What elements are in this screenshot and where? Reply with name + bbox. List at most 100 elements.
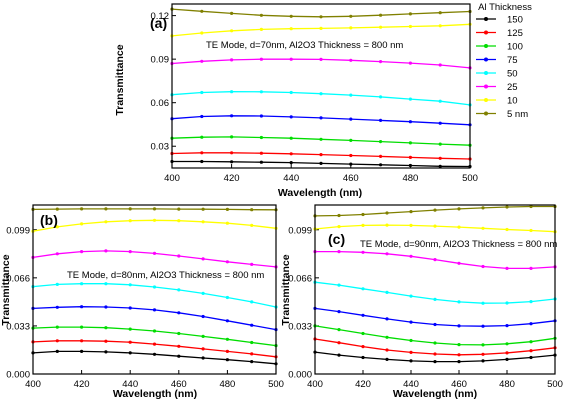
data-point <box>319 92 323 96</box>
data-point <box>505 266 509 270</box>
data-point <box>104 207 108 211</box>
x-tick-label: 460 <box>343 173 359 184</box>
y-tick-label: 0.09 <box>151 55 170 66</box>
data-point <box>55 225 59 229</box>
data-point <box>433 297 437 301</box>
x-tick-label: 460 <box>171 379 187 390</box>
data-point <box>361 331 365 336</box>
data-point <box>433 258 437 262</box>
data-point <box>505 342 509 346</box>
data-point <box>337 341 341 345</box>
data-point <box>177 354 181 358</box>
data-point <box>408 24 412 29</box>
data-point <box>438 11 442 15</box>
data-point <box>201 257 205 261</box>
x-tick-label: 500 <box>547 379 563 390</box>
data-point <box>201 356 205 360</box>
data-point <box>230 151 234 155</box>
data-point <box>481 301 485 305</box>
legend-marker <box>484 71 488 75</box>
data-point <box>177 219 181 223</box>
panel-b: 400 420 440 460 480 500 0.000 0.033 0.066 0.099 (… <box>0 204 284 400</box>
data-point <box>481 324 485 328</box>
data-point <box>361 223 365 227</box>
data-point <box>337 353 341 357</box>
legend-marker <box>484 17 488 21</box>
data-point <box>529 322 533 326</box>
panel-c: 400 420 440 460 480 500 0.000 0.033 0.066 0.099 (… <box>280 204 563 400</box>
y-tick-label: 0.06 <box>151 98 170 109</box>
data-point <box>200 159 204 164</box>
data-point <box>433 352 437 356</box>
data-point <box>505 357 509 361</box>
data-point <box>379 118 383 122</box>
data-point <box>319 15 323 19</box>
data-point <box>385 317 389 321</box>
data-point <box>200 90 204 95</box>
data-point <box>230 58 234 62</box>
data-point <box>259 114 263 118</box>
x-tick-label: 420 <box>224 173 240 184</box>
legend-marker <box>484 44 488 48</box>
data-point <box>289 27 293 31</box>
y-axis-label: Transmittance <box>0 254 12 325</box>
data-point <box>128 283 132 287</box>
panel-label: (b) <box>40 212 58 228</box>
plot-frame <box>171 3 471 169</box>
y-tick-label: 0.066 <box>6 273 30 284</box>
data-point <box>55 305 59 309</box>
data-point <box>128 207 132 211</box>
data-point <box>349 93 353 97</box>
data-point <box>408 61 412 65</box>
data-point <box>200 59 204 63</box>
data-point <box>80 282 84 286</box>
data-point <box>319 153 323 157</box>
y-axis-label: Transmittance <box>280 254 292 325</box>
data-point <box>379 163 383 167</box>
legend-title: Al Thickness <box>478 2 532 13</box>
data-point <box>529 266 533 270</box>
data-point <box>349 58 353 62</box>
x-axis-label: Wavelength (nm) <box>393 388 477 400</box>
data-point <box>319 57 323 62</box>
y-tick-label: 0.099 <box>6 225 30 236</box>
data-point <box>230 29 234 33</box>
panel-label: (a) <box>150 15 167 31</box>
data-point <box>259 27 263 31</box>
data-point <box>104 339 108 343</box>
data-point <box>289 152 293 156</box>
y-tick-label: 0.099 <box>288 225 312 236</box>
data-point <box>80 222 84 226</box>
data-point <box>433 341 437 345</box>
legend-label: 10 <box>507 96 518 107</box>
x-tick-label: 500 <box>462 173 478 184</box>
data-point <box>200 9 204 13</box>
data-point <box>104 350 108 354</box>
data-point <box>289 161 293 165</box>
data-point <box>319 161 323 165</box>
x-tick-label: 480 <box>499 379 515 390</box>
x-axis-label: Wavelength (nm) <box>113 388 197 400</box>
data-point <box>385 211 389 215</box>
data-point <box>225 319 229 323</box>
x-tick-label: 420 <box>355 379 371 390</box>
data-point <box>152 285 157 289</box>
data-point <box>529 349 533 353</box>
data-point <box>529 340 533 344</box>
panel-label: (c) <box>328 231 345 247</box>
data-point <box>409 320 413 324</box>
data-point <box>529 228 533 233</box>
annotation: TE Mode, d=70nm, Al2O3 Thickness = 800 n… <box>206 40 403 51</box>
data-point <box>337 283 341 287</box>
data-point <box>385 335 389 339</box>
data-point <box>529 204 533 209</box>
plot-frame <box>32 204 277 375</box>
data-point <box>337 213 341 218</box>
data-point <box>379 60 383 64</box>
legend-label: 50 <box>507 69 518 80</box>
data-point <box>80 349 84 353</box>
data-point <box>337 225 341 229</box>
data-point <box>55 282 59 286</box>
x-tick-label: 400 <box>25 379 41 390</box>
data-point <box>319 116 323 120</box>
